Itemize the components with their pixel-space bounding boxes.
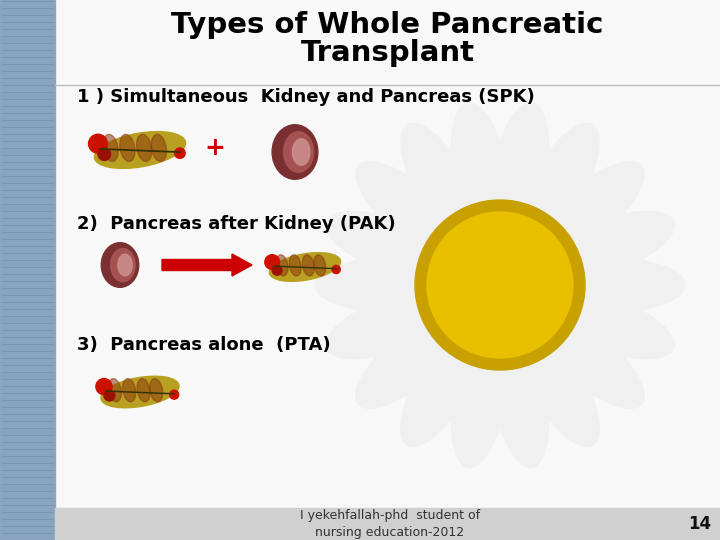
Circle shape bbox=[265, 255, 279, 269]
Ellipse shape bbox=[137, 379, 150, 402]
Circle shape bbox=[415, 200, 585, 370]
Ellipse shape bbox=[302, 255, 314, 276]
Ellipse shape bbox=[103, 134, 118, 161]
Ellipse shape bbox=[487, 309, 549, 467]
Ellipse shape bbox=[111, 248, 135, 281]
Ellipse shape bbox=[506, 124, 599, 265]
Ellipse shape bbox=[284, 132, 313, 172]
Ellipse shape bbox=[401, 305, 494, 447]
Ellipse shape bbox=[314, 255, 325, 276]
Ellipse shape bbox=[356, 297, 483, 408]
Ellipse shape bbox=[451, 309, 512, 467]
Ellipse shape bbox=[276, 255, 288, 276]
Ellipse shape bbox=[325, 212, 477, 287]
Ellipse shape bbox=[108, 379, 122, 402]
Ellipse shape bbox=[122, 379, 136, 402]
Ellipse shape bbox=[289, 255, 301, 276]
Circle shape bbox=[170, 390, 179, 399]
Ellipse shape bbox=[315, 258, 475, 313]
Ellipse shape bbox=[517, 162, 644, 273]
Ellipse shape bbox=[137, 134, 152, 161]
Ellipse shape bbox=[525, 258, 685, 313]
Ellipse shape bbox=[506, 305, 599, 447]
Ellipse shape bbox=[401, 124, 494, 265]
Ellipse shape bbox=[292, 139, 310, 165]
Text: 3)  Pancreas alone  (PTA): 3) Pancreas alone (PTA) bbox=[77, 336, 330, 354]
Text: Transplant: Transplant bbox=[300, 39, 474, 67]
Circle shape bbox=[272, 265, 282, 275]
Ellipse shape bbox=[523, 212, 675, 287]
Text: +: + bbox=[204, 136, 225, 160]
Ellipse shape bbox=[325, 284, 477, 359]
Text: 14: 14 bbox=[688, 515, 711, 533]
Ellipse shape bbox=[151, 134, 166, 161]
Circle shape bbox=[96, 379, 112, 395]
Ellipse shape bbox=[487, 103, 549, 260]
Ellipse shape bbox=[150, 379, 163, 402]
Circle shape bbox=[89, 134, 107, 153]
Ellipse shape bbox=[118, 254, 132, 276]
Ellipse shape bbox=[523, 284, 675, 359]
FancyArrow shape bbox=[162, 254, 252, 276]
Ellipse shape bbox=[272, 125, 318, 179]
Circle shape bbox=[332, 265, 341, 274]
Text: 2)  Pancreas after Kidney (PAK): 2) Pancreas after Kidney (PAK) bbox=[77, 215, 395, 233]
Circle shape bbox=[175, 148, 185, 158]
Ellipse shape bbox=[94, 132, 186, 168]
Circle shape bbox=[104, 390, 114, 401]
Text: 1 ) Simultaneous  Kidney and Pancreas (SPK): 1 ) Simultaneous Kidney and Pancreas (SP… bbox=[77, 88, 535, 106]
Text: Types of Whole Pancreatic: Types of Whole Pancreatic bbox=[171, 11, 603, 39]
Ellipse shape bbox=[356, 162, 483, 273]
Ellipse shape bbox=[101, 376, 179, 408]
Ellipse shape bbox=[517, 297, 644, 408]
Circle shape bbox=[98, 148, 111, 160]
Text: I yekehfallah-phd  student of
nursing education-2012: I yekehfallah-phd student of nursing edu… bbox=[300, 509, 480, 539]
Ellipse shape bbox=[269, 253, 341, 281]
Bar bbox=[0, 0, 55, 540]
Ellipse shape bbox=[451, 103, 512, 260]
Ellipse shape bbox=[120, 134, 135, 161]
Circle shape bbox=[427, 212, 573, 358]
Ellipse shape bbox=[102, 242, 139, 287]
Bar bbox=[55, 508, 720, 540]
